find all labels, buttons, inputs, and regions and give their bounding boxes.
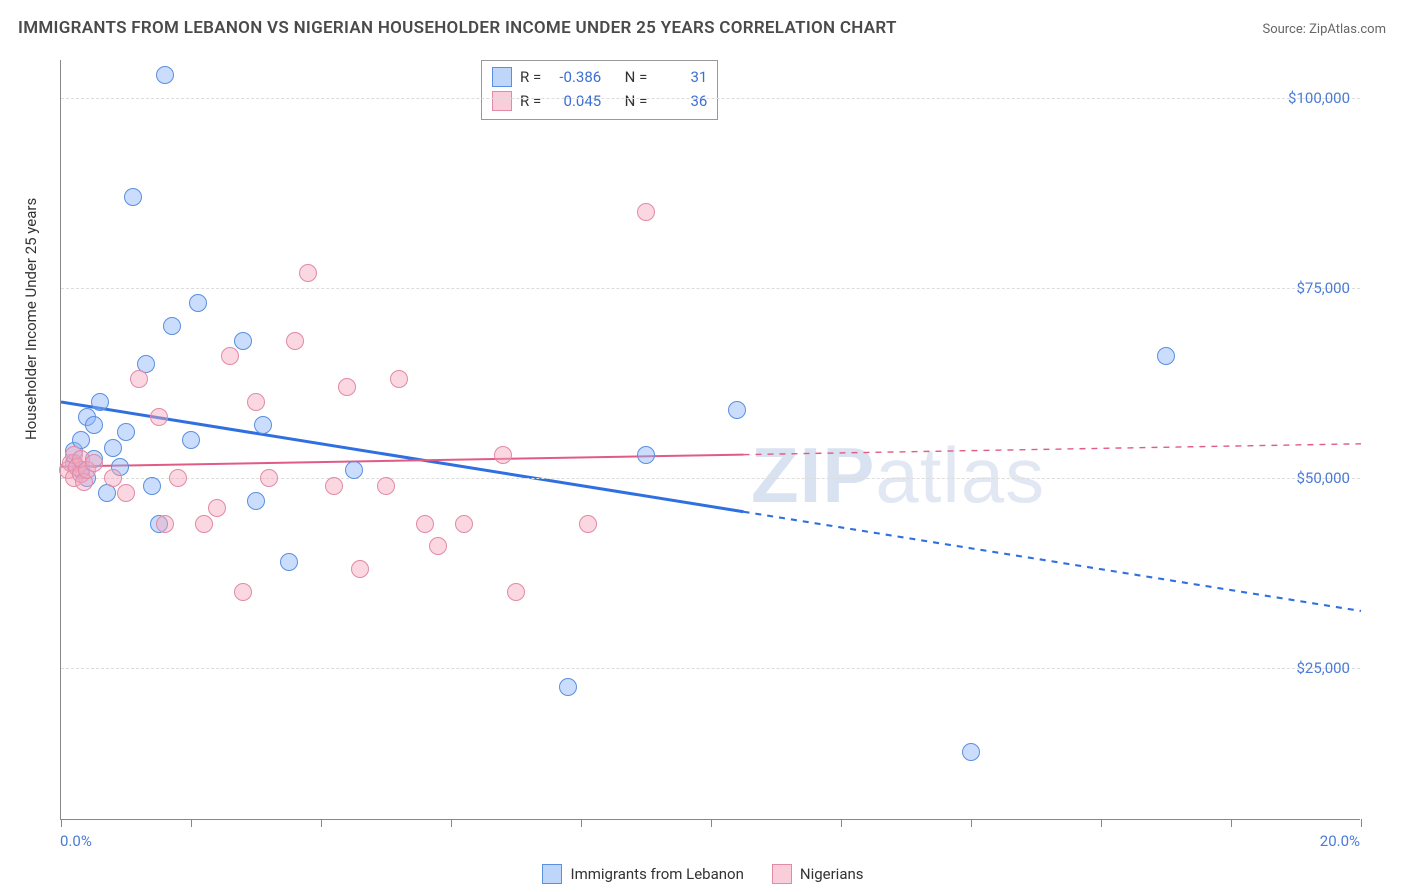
- swatch-s1: [492, 67, 512, 87]
- stat-n-label: N =: [625, 89, 648, 113]
- data-point-s2: [169, 469, 187, 487]
- data-point-s2: [85, 454, 103, 472]
- legend-swatch-s2: [772, 864, 792, 884]
- x-tick: [971, 819, 972, 827]
- data-point-s1: [254, 416, 272, 434]
- gridline: [61, 478, 1360, 479]
- data-point-s2: [208, 499, 226, 517]
- legend-swatch-s1: [542, 864, 562, 884]
- data-point-s2: [156, 515, 174, 533]
- stats-row-s2: R = 0.045 N = 36: [492, 89, 707, 113]
- data-point-s2: [104, 469, 122, 487]
- data-point-s1: [182, 431, 200, 449]
- data-point-s2: [637, 203, 655, 221]
- watermark-light: atlas: [875, 431, 1045, 519]
- x-tick: [711, 819, 712, 827]
- data-point-s1: [156, 66, 174, 84]
- data-point-s1: [728, 401, 746, 419]
- y-tick-label: $75,000: [1296, 279, 1350, 297]
- legend-item-s1: Immigrants from Lebanon: [542, 864, 743, 884]
- x-axis-min-label: 0.0%: [60, 832, 92, 850]
- stat-n-label: N =: [625, 65, 648, 89]
- y-tick-label: $50,000: [1296, 469, 1350, 487]
- data-point-s2: [579, 515, 597, 533]
- gridline: [61, 288, 1360, 289]
- watermark: ZIPatlas: [751, 430, 1045, 521]
- trendline-dashed-s1: [744, 512, 1362, 611]
- data-point-s1: [189, 294, 207, 312]
- data-point-s2: [494, 446, 512, 464]
- data-point-s2: [390, 370, 408, 388]
- data-point-s2: [260, 469, 278, 487]
- data-point-s1: [962, 743, 980, 761]
- bottom-legend: Immigrants from Lebanon Nigerians: [0, 864, 1406, 884]
- gridline: [61, 668, 1360, 669]
- y-axis-title: Householder Income Under 25 years: [22, 198, 40, 440]
- chart-title: IMMIGRANTS FROM LEBANON VS NIGERIAN HOUS…: [18, 18, 897, 38]
- x-tick: [841, 819, 842, 827]
- data-point-s2: [117, 484, 135, 502]
- data-point-s2: [221, 347, 239, 365]
- stat-r-label: R =: [520, 89, 541, 113]
- gridline: [61, 98, 1360, 99]
- data-point-s1: [143, 477, 161, 495]
- data-point-s1: [1157, 347, 1175, 365]
- x-tick: [1101, 819, 1102, 827]
- data-point-s1: [345, 461, 363, 479]
- trendline-dashed-s2: [744, 444, 1362, 455]
- data-point-s1: [559, 678, 577, 696]
- data-point-s1: [104, 439, 122, 457]
- data-point-s2: [351, 560, 369, 578]
- data-point-s1: [117, 423, 135, 441]
- data-point-s2: [507, 583, 525, 601]
- watermark-bold: ZIP: [751, 431, 875, 519]
- data-point-s2: [130, 370, 148, 388]
- data-point-s2: [286, 332, 304, 350]
- trend-lines: [61, 60, 1361, 820]
- data-point-s2: [455, 515, 473, 533]
- x-axis-max-label: 20.0%: [1320, 832, 1360, 850]
- stats-legend-box: R = -0.386 N = 31 R = 0.045 N = 36: [481, 60, 718, 120]
- stat-r-value: 0.045: [549, 89, 601, 113]
- data-point-s1: [163, 317, 181, 335]
- data-point-s2: [150, 408, 168, 426]
- swatch-s2: [492, 91, 512, 111]
- stat-n-value: 36: [655, 89, 707, 113]
- stat-r-value: -0.386: [549, 65, 601, 89]
- x-tick: [191, 819, 192, 827]
- x-tick: [451, 819, 452, 827]
- data-point-s2: [416, 515, 434, 533]
- stats-row-s1: R = -0.386 N = 31: [492, 65, 707, 89]
- stat-n-value: 31: [655, 65, 707, 89]
- x-tick: [321, 819, 322, 827]
- x-tick: [1361, 819, 1362, 827]
- data-point-s1: [280, 553, 298, 571]
- stat-r-label: R =: [520, 65, 541, 89]
- data-point-s1: [234, 332, 252, 350]
- y-tick-label: $25,000: [1296, 659, 1350, 677]
- legend-item-s2: Nigerians: [772, 864, 864, 884]
- legend-label: Nigerians: [800, 865, 864, 883]
- x-tick: [1231, 819, 1232, 827]
- data-point-s2: [195, 515, 213, 533]
- data-point-s1: [247, 492, 265, 510]
- source-label: Source: ZipAtlas.com: [1262, 22, 1386, 37]
- data-point-s2: [299, 264, 317, 282]
- data-point-s2: [377, 477, 395, 495]
- data-point-s1: [124, 188, 142, 206]
- data-point-s1: [85, 416, 103, 434]
- data-point-s2: [338, 378, 356, 396]
- legend-label: Immigrants from Lebanon: [570, 865, 743, 883]
- data-point-s1: [637, 446, 655, 464]
- y-tick-label: $100,000: [1288, 89, 1350, 107]
- x-tick: [581, 819, 582, 827]
- data-point-s2: [325, 477, 343, 495]
- data-point-s1: [91, 393, 109, 411]
- scatter-plot: ZIPatlas R = -0.386 N = 31 R = 0.045 N = 36 $…: [60, 60, 1360, 820]
- x-tick: [61, 819, 62, 827]
- data-point-s2: [234, 583, 252, 601]
- data-point-s2: [247, 393, 265, 411]
- data-point-s2: [429, 537, 447, 555]
